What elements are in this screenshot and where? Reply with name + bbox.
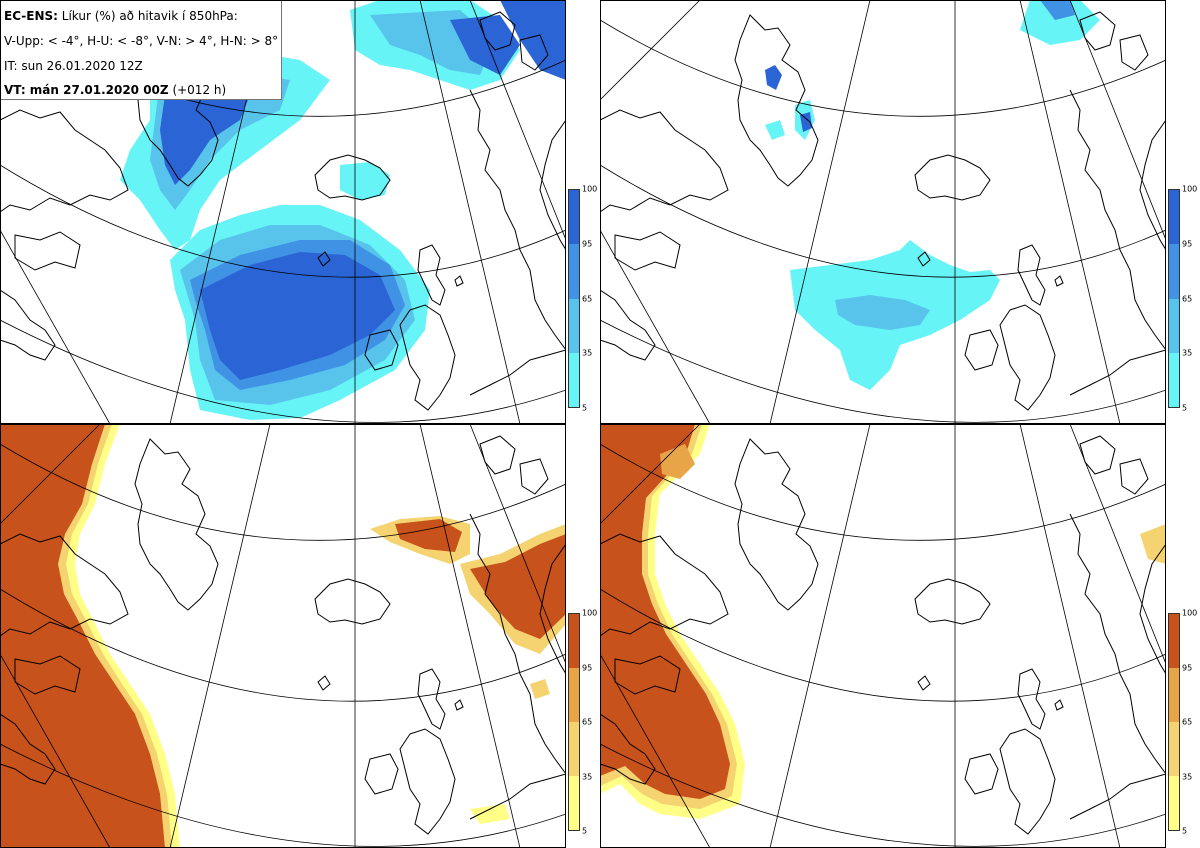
colorbar-tick: 65 — [1182, 717, 1193, 727]
colorbar-segment — [1169, 298, 1179, 353]
colorbar-tick: 35 — [1182, 772, 1193, 781]
colorbar-segment — [569, 244, 579, 299]
probability-map — [600, 0, 1166, 424]
colorbar-tick: 95 — [1182, 239, 1193, 249]
warm-probability-area — [600, 424, 1166, 819]
colorbar-tick: 100 — [1182, 184, 1198, 194]
colorbar-tick: 65 — [1182, 294, 1193, 303]
title-product: EC-ENS: — [4, 9, 58, 23]
colorbar-segment — [569, 614, 579, 668]
title-line-1: EC-ENS: Líkur (%) að hitavik í 850hPa: — [4, 10, 238, 22]
colorbar-tick: 35 — [582, 772, 593, 781]
probability-map — [600, 424, 1166, 848]
title-description: Líkur (%) að hitavik í 850hPa: — [61, 9, 238, 23]
colorbar-tick: 5 — [1182, 403, 1188, 413]
colorbar-segment — [569, 668, 579, 722]
legend-warm-bottom-right: 100 95 65 35 5 — [1168, 609, 1198, 836]
colorbar — [1168, 613, 1180, 831]
colorbar-segment — [569, 298, 579, 353]
colorbar-segment — [1169, 352, 1179, 407]
legend-warm-bottom-left: 100 95 65 35 5 — [568, 609, 598, 836]
legend-cold-top-right: 100 95 65 35 5 — [1168, 185, 1198, 413]
legend-cold-top-left: 100 95 65 35 5 — [568, 185, 598, 413]
colorbar-segment — [1169, 722, 1179, 776]
colorbar-tick: 35 — [582, 348, 593, 358]
colorbar-segment — [569, 352, 579, 407]
valid-time: VT: mán 27.01.2020 00Z — [4, 83, 169, 97]
map-panel-cold-4: EC-ENS: Líkur (%) að hitavik í 850hPa: V… — [0, 0, 566, 424]
colorbar-tick: 65 — [582, 294, 593, 303]
cold-probability-area — [765, 0, 1100, 390]
colorbar-tick: 95 — [582, 239, 593, 249]
probability-map — [0, 0, 566, 424]
colorbar-tick: 100 — [582, 184, 598, 194]
colorbar-segment — [1169, 614, 1179, 668]
colorbar-tick: 65 — [582, 717, 593, 727]
title-line-4: VT: mán 27.01.2020 00Z (+012 h) — [4, 84, 226, 96]
colorbar-tick: 35 — [1182, 348, 1193, 358]
title-box: EC-ENS: Líkur (%) að hitavik í 850hPa: V… — [0, 0, 282, 100]
probability-map — [0, 424, 566, 848]
colorbar-tick: 100 — [1182, 608, 1198, 618]
forecast-offset: (+012 h) — [172, 83, 227, 97]
colorbar — [568, 189, 580, 408]
title-line-2: V-Upp: < -4°, H-U: < -8°, V-N: > 4°, H-N… — [4, 34, 279, 48]
colorbar — [1168, 189, 1180, 408]
map-panel-cold-8 — [600, 0, 1166, 424]
colorbar-tick: 95 — [582, 663, 593, 672]
colorbar — [568, 613, 580, 831]
colorbar-tick: 5 — [582, 403, 588, 413]
colorbar-tick: 5 — [582, 826, 588, 836]
colorbar-segment — [569, 190, 579, 245]
colorbar-segment — [1169, 668, 1179, 722]
colorbar-segment — [1169, 190, 1179, 245]
colorbar-tick: 5 — [1182, 826, 1188, 836]
colorbar-segment — [1169, 244, 1179, 299]
colorbar-segment — [569, 776, 579, 830]
title-line-3: IT: sun 26.01.2020 12Z — [4, 59, 143, 73]
map-panel-warm-8 — [600, 424, 1166, 848]
map-panel-warm-4 — [0, 424, 566, 848]
colorbar-tick: 100 — [582, 608, 598, 618]
colorbar-segment — [1169, 776, 1179, 830]
colorbar-segment — [569, 722, 579, 776]
colorbar-tick: 95 — [1182, 663, 1193, 672]
